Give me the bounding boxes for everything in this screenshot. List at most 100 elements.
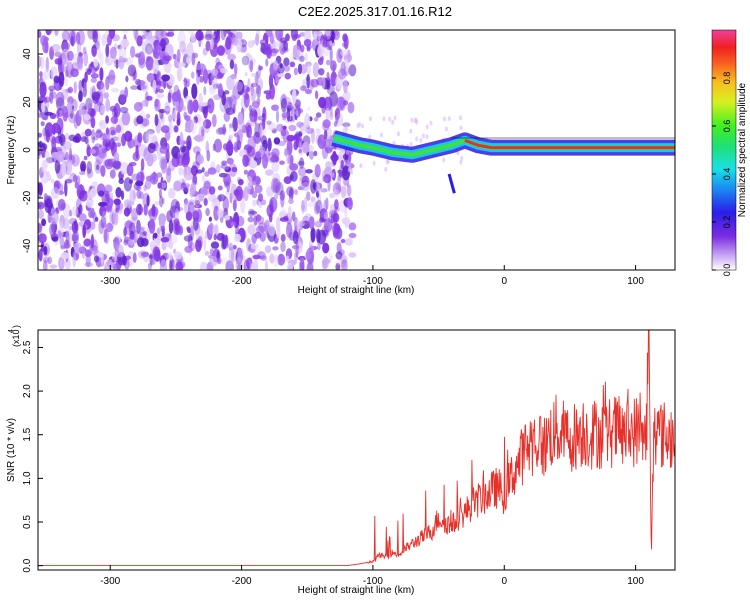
noise-blob <box>228 247 237 264</box>
spectrogram-x-ticks: -300 -200 -100 0 100 <box>100 265 644 287</box>
noise-blob <box>204 251 210 256</box>
noise-blob <box>112 199 121 205</box>
noise-blob <box>160 182 167 189</box>
noise-blob <box>89 221 96 231</box>
noise-blob <box>223 30 227 37</box>
noise-blob <box>295 110 299 116</box>
noise-blob <box>138 203 142 216</box>
noise-blob <box>179 131 184 148</box>
noise-blob <box>141 41 148 56</box>
noise-blob <box>38 222 43 233</box>
noise-blob <box>109 138 115 151</box>
noise-blob <box>217 185 223 191</box>
noise-blob <box>237 119 245 131</box>
noise-blob <box>144 179 152 190</box>
noise-blob <box>265 169 274 176</box>
noise-blob <box>67 50 74 61</box>
noise-blob <box>108 192 114 200</box>
spectrogram-noise-field <box>38 30 464 270</box>
noise-blob <box>201 104 208 115</box>
noise-blob <box>72 136 80 143</box>
noise-blob <box>38 182 43 196</box>
noise-blob <box>43 193 48 201</box>
noise-blob <box>388 116 392 122</box>
noise-blob <box>269 156 279 163</box>
noise-blob <box>57 56 63 66</box>
noise-blob <box>83 113 91 121</box>
noise-blob <box>159 145 168 154</box>
noise-blob <box>246 146 256 157</box>
noise-blob <box>105 98 110 112</box>
noise-blob <box>100 165 106 177</box>
noise-blob <box>192 210 200 222</box>
noise-blob <box>275 109 280 123</box>
noise-blob <box>125 75 129 83</box>
noise-blob <box>251 82 258 88</box>
noise-blob <box>286 147 291 156</box>
noise-blob <box>39 71 43 78</box>
noise-blob <box>47 217 56 224</box>
noise-blob <box>202 180 212 196</box>
noise-blob <box>246 257 253 262</box>
noise-blob <box>115 187 122 198</box>
noise-blob <box>50 208 55 218</box>
noise-blob <box>160 113 165 122</box>
noise-blob <box>47 205 55 217</box>
snr-x-ticks: -300 -200 -100 0 100 <box>100 565 644 587</box>
noise-blob <box>100 222 105 229</box>
noise-blob <box>237 179 244 186</box>
noise-blob <box>113 51 117 68</box>
y-tick-label: 0.0 <box>22 558 33 572</box>
noise-blob <box>162 180 168 191</box>
noise-blob <box>91 47 98 57</box>
noise-blob <box>298 148 302 154</box>
noise-blob <box>318 57 324 66</box>
noise-blob <box>198 117 207 130</box>
noise-blob <box>121 111 131 126</box>
noise-blob <box>191 71 195 79</box>
noise-blob <box>318 217 325 222</box>
noise-blob <box>144 30 153 41</box>
noise-blob <box>270 48 280 54</box>
noise-blob <box>195 30 204 41</box>
noise-blob <box>255 151 261 159</box>
noise-blob <box>78 221 85 227</box>
noise-blob <box>72 251 77 268</box>
noise-blob <box>214 224 219 237</box>
noise-blob <box>307 106 311 111</box>
noise-blob <box>204 33 213 41</box>
noise-blob <box>43 259 48 270</box>
noise-blob <box>257 64 261 79</box>
noise-blob <box>213 138 223 153</box>
noise-blob <box>216 232 226 241</box>
noise-blob <box>340 255 348 264</box>
noise-blob <box>265 30 273 38</box>
noise-blob <box>86 68 92 75</box>
noise-blob <box>278 254 283 263</box>
noise-blob <box>213 197 220 210</box>
noise-blob <box>120 162 129 175</box>
noise-blob <box>283 215 289 221</box>
noise-blob <box>168 241 174 250</box>
noise-blob <box>50 186 60 199</box>
noise-blob <box>444 126 448 132</box>
noise-blob <box>207 167 217 175</box>
noise-blob <box>114 142 122 148</box>
x-tick-label: 100 <box>627 576 644 587</box>
noise-blob <box>306 46 311 52</box>
noise-blob <box>56 150 65 163</box>
noise-blob <box>254 184 263 194</box>
noise-blob <box>38 113 42 118</box>
noise-blob <box>267 223 276 237</box>
noise-blob <box>290 171 298 182</box>
noise-blob <box>250 243 259 250</box>
noise-blob <box>314 164 321 178</box>
noise-blob <box>73 81 77 94</box>
noise-blob <box>343 58 349 72</box>
noise-blob <box>60 88 69 100</box>
noise-blob <box>225 190 231 196</box>
colorbar-label: Normalized spectral amplitude <box>737 82 748 217</box>
y-tick-label: 2.0 <box>22 384 33 398</box>
noise-blob <box>161 197 165 205</box>
